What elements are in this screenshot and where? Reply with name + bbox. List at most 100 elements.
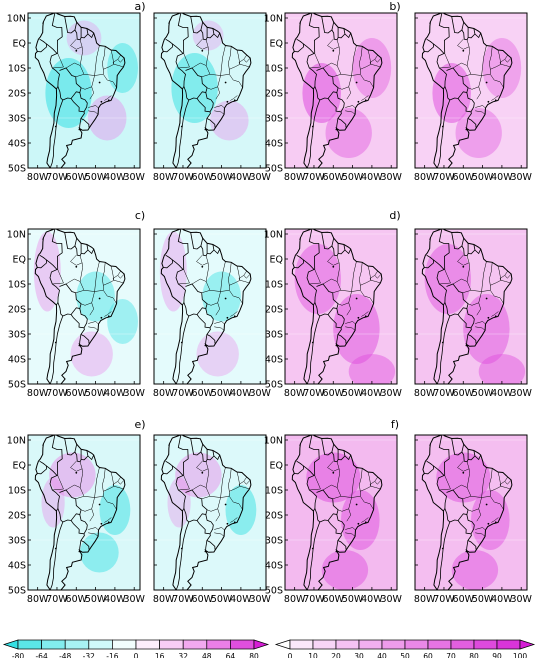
lat-label: 30S — [265, 330, 283, 341]
state-border — [102, 262, 106, 286]
lon-label: 80W — [153, 172, 175, 183]
lon-label: 30W — [380, 594, 402, 605]
lon-label: 50W — [472, 594, 494, 605]
country-border — [461, 27, 469, 41]
map-field — [415, 229, 527, 384]
map-field — [285, 13, 397, 168]
city-marker — [224, 503, 227, 506]
state-border — [88, 532, 99, 537]
country-border — [190, 438, 204, 456]
colorbar-tick-label: 16 — [155, 652, 165, 658]
anomaly-blob — [348, 354, 396, 384]
lon-label: 40W — [230, 172, 252, 183]
colorbar-tick-label: 90 — [492, 652, 502, 658]
lon-label: 30W — [123, 594, 145, 605]
state-border — [359, 468, 363, 492]
state-border — [201, 290, 221, 294]
country-border — [438, 13, 450, 54]
lat-label: EQ — [270, 39, 283, 50]
coastline — [421, 435, 513, 590]
lon-label: 60W — [66, 594, 88, 605]
state-border — [439, 269, 451, 285]
panel-label: f) — [391, 418, 399, 431]
state-border — [468, 508, 479, 512]
city-marker — [78, 344, 81, 347]
colorbar-tick-label: -80 — [12, 652, 24, 658]
country-border — [429, 237, 431, 241]
map-frame — [27, 228, 141, 385]
lat-label: 40S — [265, 561, 283, 572]
lon-label: 30W — [123, 172, 145, 183]
anomaly-blob — [471, 490, 510, 550]
colorbar-tick-label: 40 — [377, 652, 387, 658]
lon-label: 80W — [414, 172, 436, 183]
colorbar-low-triangle — [2, 639, 19, 650]
map-frame — [284, 434, 398, 591]
country-border — [87, 248, 95, 255]
state-border — [369, 481, 381, 490]
state-border — [81, 302, 92, 306]
lon-label: 80W — [284, 594, 306, 605]
country-border — [308, 435, 320, 476]
country-border — [327, 514, 345, 535]
colorbar-low-triangle — [274, 639, 291, 650]
anomaly-blob — [225, 485, 257, 535]
country-border — [299, 443, 301, 447]
state-border — [322, 278, 332, 285]
state-border — [178, 269, 190, 285]
state-border — [361, 517, 369, 523]
state-border — [374, 270, 382, 279]
city-marker — [54, 125, 57, 128]
lat-label: 50S — [8, 586, 26, 597]
country-border — [64, 232, 78, 250]
state-border — [79, 255, 85, 291]
colorbar-box — [112, 639, 137, 650]
state-border — [214, 105, 225, 109]
country-border — [200, 243, 208, 257]
city-marker — [332, 471, 335, 474]
lat-label: 20S — [8, 89, 26, 100]
lon-label: 50W — [85, 388, 107, 399]
state-border — [220, 467, 226, 498]
lat-label: EQ — [13, 461, 26, 472]
city-marker — [180, 125, 183, 128]
state-border — [88, 326, 99, 331]
lat-label: 40S — [265, 355, 283, 366]
state-border — [75, 74, 95, 78]
lon-label: 70W — [46, 594, 68, 605]
city-marker — [100, 100, 103, 103]
anomaly-blob — [325, 108, 372, 158]
country-border — [433, 259, 447, 306]
lon-label: 30W — [249, 594, 271, 605]
country-border — [87, 454, 95, 461]
country-border — [57, 489, 82, 523]
colorbar-tick-label: 48 — [202, 652, 212, 658]
state-border — [499, 275, 511, 284]
anomaly-blob — [167, 477, 191, 528]
country-border — [46, 43, 60, 90]
state-border — [475, 527, 486, 531]
country-border — [467, 533, 477, 550]
country-border — [466, 540, 469, 551]
colorbar-box — [17, 639, 42, 650]
state-border — [112, 59, 124, 68]
lat-label: EQ — [13, 255, 26, 266]
country-border — [80, 533, 90, 550]
panel-label: c) — [135, 209, 145, 222]
country-border — [196, 514, 214, 535]
lon-label: 80W — [414, 388, 436, 399]
city-marker — [364, 521, 367, 524]
lon-label: 60W — [192, 388, 214, 399]
country-border — [306, 521, 321, 590]
city-marker — [441, 341, 444, 344]
state-border — [229, 496, 243, 510]
state-border — [228, 262, 232, 286]
lat-label: 10S — [8, 280, 26, 291]
country-border — [200, 27, 208, 41]
state-border — [117, 270, 125, 279]
anomaly-blob — [321, 550, 369, 590]
colorbar-tick-label: -64 — [35, 652, 47, 658]
